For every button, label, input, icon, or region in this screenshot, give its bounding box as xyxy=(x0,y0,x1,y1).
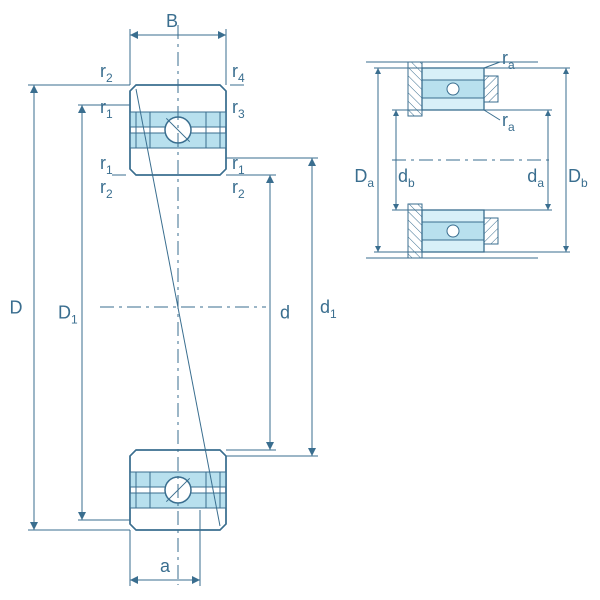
label-B: B xyxy=(166,11,178,31)
label-r2-tl: r2 xyxy=(100,61,113,85)
label-r1-tr: r1 xyxy=(232,153,245,177)
label-r1-bl: r1 xyxy=(100,153,113,177)
label-d1: d1 xyxy=(320,297,337,321)
label-a: a xyxy=(160,556,171,576)
label-small-Db: Db xyxy=(568,166,588,190)
label-D1: D1 xyxy=(58,303,78,327)
label-r3: r3 xyxy=(232,97,245,121)
label-r2-tr: r2 xyxy=(232,177,245,201)
bearing-diagram: BDD1dd1ar1r2r3r4r1r2r1r2DadbdaDbrara xyxy=(0,0,600,600)
label-small-db: db xyxy=(398,166,415,190)
label-small-Da: Da xyxy=(354,166,374,190)
label-D: D xyxy=(10,298,23,318)
label-r2-bl: r2 xyxy=(100,177,113,201)
label-r1-tl: r1 xyxy=(100,97,113,121)
label-small-ra-bot: ra xyxy=(502,110,515,134)
label-small-da: da xyxy=(527,166,544,190)
label-d: d xyxy=(280,303,290,323)
label-r4: r4 xyxy=(232,61,245,85)
